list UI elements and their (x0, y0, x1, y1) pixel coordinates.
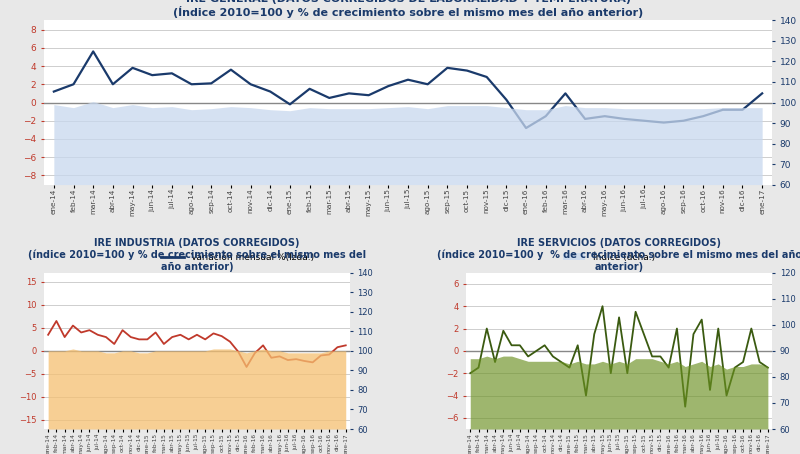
Legend: Variación mensual %(Izda.): Variación mensual %(Izda.) (158, 249, 318, 266)
Title: IRE SERVICIOS (DATOS CORREGIDOS)
(índice 2010=100 y  % de crecimiento sobre el m: IRE SERVICIOS (DATOS CORREGIDOS) (índice… (437, 238, 800, 272)
Title: IRE GENERAL (DATOS CORREGIDOS DE LABORALIDAD Y TEMPERATURA)
(Índice 2010=100 y %: IRE GENERAL (DATOS CORREGIDOS DE LABORAL… (173, 0, 643, 18)
Title: IRE INDUSTRIA (DATOS CORREGIDOS)
(índice 2010=100 y % de crecimiento sobre el mi: IRE INDUSTRIA (DATOS CORREGIDOS) (índice… (28, 238, 366, 272)
Legend: Índice (dcha.): Índice (dcha.) (559, 249, 658, 266)
